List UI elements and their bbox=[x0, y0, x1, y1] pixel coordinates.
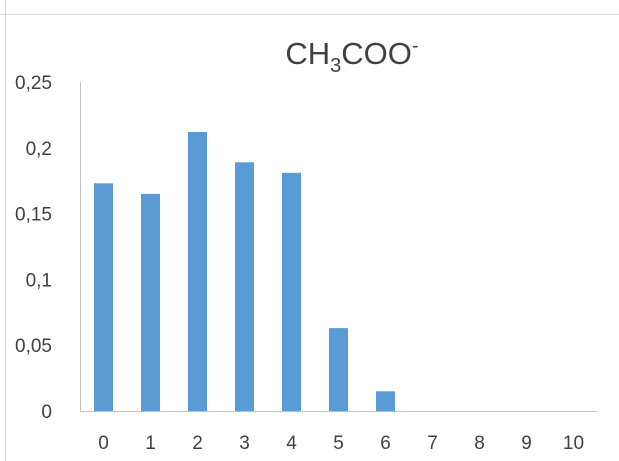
bar-3 bbox=[235, 162, 254, 411]
x-tick-label: 4 bbox=[286, 433, 297, 454]
chart-title-superscript: - bbox=[412, 35, 419, 57]
chart-title-main: CH bbox=[285, 36, 330, 71]
bar-0 bbox=[94, 183, 113, 411]
y-tick-label: 0,05 bbox=[15, 336, 52, 357]
chart-title: CH3COO- bbox=[285, 35, 418, 77]
bar-6 bbox=[376, 391, 395, 411]
y-tick-labels: 0 0,05 0,1 0,15 0,2 0,25 bbox=[15, 73, 52, 423]
bar-2 bbox=[188, 132, 207, 411]
bar-5 bbox=[329, 328, 348, 411]
x-tick-label: 7 bbox=[427, 433, 438, 454]
bars bbox=[94, 132, 395, 411]
x-tick-label: 8 bbox=[474, 433, 485, 454]
bar-4 bbox=[282, 172, 301, 411]
chart-title-mid: COO bbox=[341, 36, 412, 71]
bar-1 bbox=[141, 193, 160, 411]
x-tick-label: 10 bbox=[563, 433, 584, 454]
x-tick-labels: 0 1 2 3 4 5 6 7 8 9 10 bbox=[98, 433, 584, 454]
x-tick-label: 5 bbox=[333, 433, 344, 454]
y-tick-label: 0,15 bbox=[15, 205, 52, 226]
x-tick-label: 2 bbox=[192, 433, 203, 454]
y-tick-label: 0 bbox=[41, 402, 52, 423]
chart-title-subscript: 3 bbox=[330, 55, 341, 77]
x-tick-label: 9 bbox=[521, 433, 532, 454]
x-tick-label: 0 bbox=[98, 433, 109, 454]
y-tick-label: 0,25 bbox=[15, 73, 52, 94]
x-tick-label: 1 bbox=[145, 433, 156, 454]
x-tick-label: 3 bbox=[239, 433, 250, 454]
y-tick-label: 0,2 bbox=[26, 139, 52, 160]
y-tick-label: 0,1 bbox=[26, 270, 52, 291]
x-tick-label: 6 bbox=[380, 433, 391, 454]
